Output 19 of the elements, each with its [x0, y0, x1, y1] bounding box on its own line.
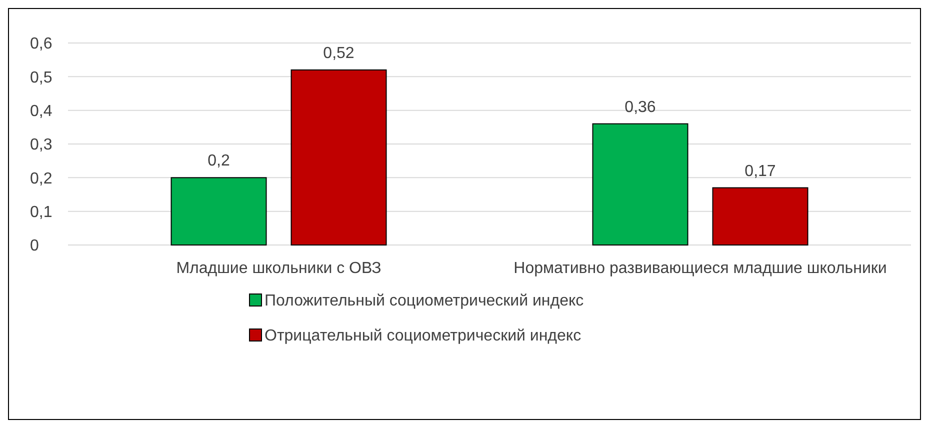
y-tick-label: 0,6 — [30, 36, 52, 53]
bar — [712, 187, 808, 246]
y-tick-label: 0,2 — [30, 170, 52, 188]
legend-label: Положительный социометрический индекс — [264, 292, 584, 310]
data-label: 0,36 — [624, 98, 656, 116]
bar — [170, 177, 267, 246]
data-label: 0,17 — [744, 162, 776, 180]
y-tick-label: 0,3 — [30, 136, 52, 154]
x-tick-label: Нормативно развивающиеся младшие школьники — [514, 260, 887, 277]
y-tick-label: 0 — [30, 238, 39, 255]
data-label: 0,52 — [323, 44, 354, 62]
legend-label: Отрицательный социометрический индекс — [264, 328, 582, 345]
x-tick-label: Младшие школьники с ОВЗ — [176, 260, 382, 277]
data-label: 0,2 — [208, 152, 230, 170]
bar — [290, 69, 387, 246]
y-tick-label: 0,5 — [30, 69, 52, 86]
bar — [592, 123, 688, 246]
y-tick-label: 0,4 — [30, 102, 52, 120]
y-tick-label: 0,1 — [30, 204, 52, 221]
